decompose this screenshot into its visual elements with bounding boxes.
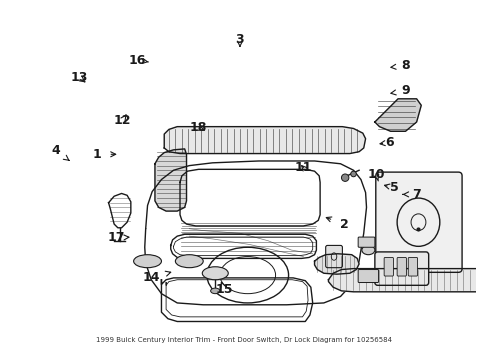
Text: 6: 6: [379, 136, 393, 149]
Text: 18: 18: [189, 121, 206, 134]
FancyBboxPatch shape: [357, 237, 374, 247]
FancyBboxPatch shape: [384, 257, 393, 276]
Text: 2: 2: [325, 217, 348, 231]
Text: 1999 Buick Century Interior Trim - Front Door Switch, Dr Lock Diagram for 102565: 1999 Buick Century Interior Trim - Front…: [96, 337, 392, 343]
Polygon shape: [164, 127, 365, 154]
FancyBboxPatch shape: [407, 257, 417, 276]
Polygon shape: [314, 254, 358, 274]
Text: 4: 4: [52, 144, 69, 161]
Ellipse shape: [202, 267, 228, 280]
Ellipse shape: [133, 255, 161, 268]
Text: 3: 3: [235, 32, 244, 46]
Ellipse shape: [210, 288, 220, 294]
Ellipse shape: [175, 255, 203, 268]
FancyBboxPatch shape: [396, 257, 406, 276]
Ellipse shape: [361, 246, 374, 255]
Text: 8: 8: [390, 59, 409, 72]
FancyBboxPatch shape: [357, 270, 378, 283]
Text: 7: 7: [402, 188, 421, 201]
Polygon shape: [155, 149, 186, 211]
Text: 14: 14: [142, 271, 170, 284]
Text: 10: 10: [366, 168, 384, 181]
FancyBboxPatch shape: [374, 252, 428, 285]
Text: 17: 17: [107, 231, 129, 244]
Text: 9: 9: [390, 84, 409, 97]
Text: 15: 15: [215, 282, 232, 296]
FancyBboxPatch shape: [375, 172, 461, 272]
Text: 12: 12: [113, 114, 130, 127]
FancyBboxPatch shape: [325, 246, 342, 268]
Text: 5: 5: [384, 181, 398, 194]
Polygon shape: [328, 269, 488, 292]
Polygon shape: [374, 99, 420, 131]
Text: 1: 1: [93, 148, 116, 161]
Ellipse shape: [341, 174, 348, 181]
Text: 13: 13: [70, 71, 87, 84]
Ellipse shape: [350, 171, 356, 177]
Text: 16: 16: [128, 54, 148, 67]
Text: 11: 11: [294, 161, 312, 174]
